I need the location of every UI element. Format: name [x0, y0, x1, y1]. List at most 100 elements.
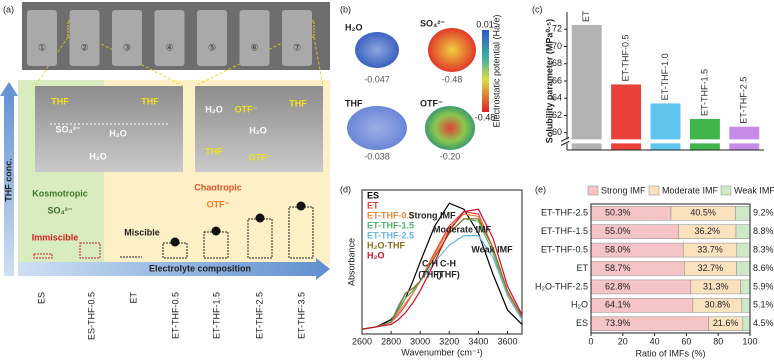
- value-label: 58.7%: [605, 263, 631, 273]
- box: [33, 253, 53, 259]
- value-label: 9.2%: [753, 208, 774, 218]
- vial-number: ①: [38, 42, 46, 52]
- legend-label: ET-THF-2.5: [367, 230, 414, 240]
- category-label: ET-THF-2.5: [541, 208, 588, 218]
- panel-label: (e): [535, 184, 546, 194]
- vial: [154, 10, 185, 66]
- molecule: [347, 106, 407, 150]
- label: Miscible: [124, 227, 160, 237]
- annotation: Strong IMF: [409, 210, 456, 220]
- bar-label: ET-THF-2.5: [739, 77, 749, 124]
- panel-label: (a): [3, 4, 14, 14]
- x-tick-label: 3200: [439, 336, 459, 346]
- panel-label: (b): [340, 4, 351, 14]
- category-label: ET-THF-0.5: [541, 244, 588, 254]
- value-label: 21.6%: [713, 318, 739, 328]
- legend-label: H₂O-THF: [367, 240, 405, 250]
- axis-title: Absorbance: [346, 238, 356, 286]
- bar: [611, 84, 642, 150]
- colorbar: [482, 30, 489, 112]
- bar-label: ET-THF-0.5: [620, 34, 630, 81]
- inset-text: H₂O: [109, 128, 127, 138]
- bar: [729, 126, 760, 150]
- vial-number: ⑥: [250, 42, 258, 52]
- value-label: 40.5%: [690, 208, 716, 218]
- value-label: 50.3%: [605, 208, 631, 218]
- annotation: C-H: [440, 258, 456, 268]
- axis-title: Ratio of IMFs (%): [635, 348, 705, 358]
- bar-segment: [736, 242, 751, 258]
- x-tick-label: 3000: [410, 336, 430, 346]
- composition-label: ET: [128, 292, 138, 304]
- bar-segment: [742, 316, 751, 332]
- molecule: [425, 106, 475, 150]
- composition-label: ES: [36, 292, 46, 304]
- x-tick-label: 0: [588, 336, 593, 346]
- composition-label: ET-THF-0.5: [170, 292, 180, 339]
- category-label: H₂O: [571, 300, 588, 310]
- panel-a: (a) THF conc. Electrolyte composition Ko…: [0, 2, 330, 280]
- bar-segment: [741, 298, 751, 313]
- vial: [282, 10, 312, 66]
- composition-label: ET-THF-1.5: [211, 292, 221, 339]
- legend-swatch: [587, 185, 599, 196]
- x-tick-label: 3600: [497, 336, 517, 346]
- vial-number: ④: [165, 42, 173, 52]
- colorbar-label: 0.01: [476, 19, 494, 29]
- value-label: 58.0%: [605, 244, 631, 254]
- x-tick-label: 2800: [381, 336, 401, 346]
- value-label: 8.6%: [753, 263, 774, 273]
- value-label: 30.8%: [705, 300, 731, 310]
- potential: -0.038: [364, 151, 390, 161]
- legend-label: Moderate IMF: [662, 185, 719, 195]
- box: [79, 242, 101, 259]
- inset-text: H₂O: [89, 151, 107, 161]
- legend-swatch: [648, 185, 660, 196]
- axis-title: Wavenumber (cm⁻¹): [401, 347, 482, 357]
- value-label: 62.8%: [605, 281, 631, 291]
- legend-label: H₂O: [367, 250, 385, 260]
- inset-text: THF: [205, 146, 223, 156]
- vial-number: ③: [123, 42, 131, 52]
- inset-photo: [35, 86, 183, 172]
- line: [361, 208, 523, 330]
- arrow: [18, 258, 330, 280]
- value-label: 5.9%: [753, 281, 774, 291]
- inset-text: OTF⁻: [235, 104, 258, 114]
- label: Immiscible: [32, 232, 79, 242]
- line: [361, 218, 523, 330]
- value-label: 5.1%: [753, 300, 774, 310]
- category-label: ET-THF-1.5: [541, 226, 588, 236]
- axis-label: THF conc.: [3, 158, 13, 202]
- inset-text: H₂O: [205, 104, 223, 114]
- bar-label: ET-THF-1.0: [660, 53, 670, 100]
- category-label: ES: [576, 318, 588, 328]
- arrow: [0, 82, 18, 276]
- molecule-name: H₂O: [345, 22, 363, 32]
- legend-label: ET: [367, 200, 379, 210]
- plot-frame: [361, 189, 523, 335]
- axis-break: [561, 139, 764, 144]
- dots: [170, 201, 306, 247]
- colorbar-title: Electrostatic potential (Ha/e): [491, 14, 501, 127]
- potential: -0.48: [442, 74, 463, 84]
- x-tick-label: 3400: [468, 336, 488, 346]
- value-label: 8.8%: [753, 226, 774, 236]
- value-label: 8.3%: [753, 244, 774, 254]
- bar-segment: [590, 205, 672, 221]
- inset-text: THF: [141, 96, 159, 106]
- inset-photo: [195, 86, 323, 172]
- molecule: [428, 28, 476, 72]
- y-tick-label: 72: [552, 24, 562, 34]
- annotation: C-H: [422, 258, 438, 268]
- legend-label: ET-THF-1.5: [367, 220, 414, 230]
- legend-label: ET-THF-0.5: [367, 210, 414, 220]
- panel-b: (b) 0.01 -0.48 Electrostatic potential (…: [340, 4, 501, 150]
- colorbar-label: -0.48: [475, 112, 496, 122]
- x-tick-label: 80: [713, 336, 723, 346]
- value-label: 64.1%: [605, 300, 631, 310]
- bar-label: ET-THF-1.5: [699, 69, 709, 116]
- vial-number: ⑤: [208, 42, 216, 52]
- composition-label: ES-THF-0.5: [86, 292, 96, 340]
